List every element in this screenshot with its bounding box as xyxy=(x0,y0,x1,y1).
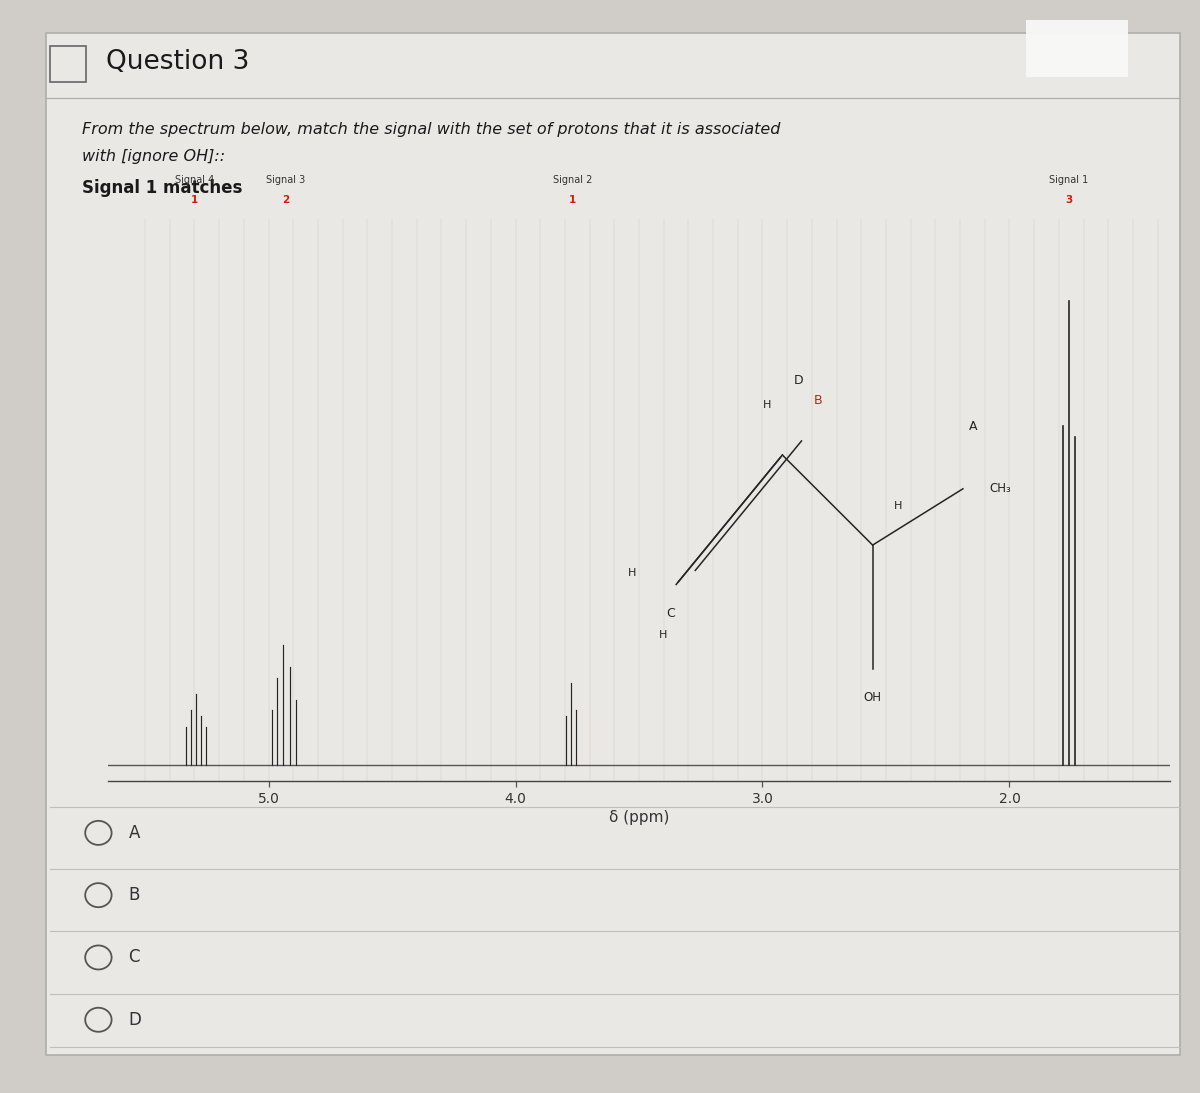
FancyBboxPatch shape xyxy=(1026,20,1128,77)
Text: H: H xyxy=(894,502,902,512)
FancyBboxPatch shape xyxy=(46,33,1180,1055)
Text: Signal 3: Signal 3 xyxy=(266,175,306,185)
Text: with [ignore OH]::: with [ignore OH]:: xyxy=(82,149,224,164)
Text: C: C xyxy=(666,607,676,620)
Text: Question 3: Question 3 xyxy=(106,49,248,75)
Text: C: C xyxy=(128,949,140,966)
Text: Signal 1 matches: Signal 1 matches xyxy=(82,179,242,197)
Text: 2: 2 xyxy=(282,195,289,205)
Text: H: H xyxy=(763,400,772,410)
Text: B: B xyxy=(815,395,823,408)
FancyBboxPatch shape xyxy=(548,188,595,213)
Text: OH: OH xyxy=(864,692,882,704)
Text: 1: 1 xyxy=(569,195,576,205)
FancyBboxPatch shape xyxy=(263,188,310,213)
Text: H: H xyxy=(628,568,636,578)
Text: 3: 3 xyxy=(1066,195,1073,205)
Text: Signal 4: Signal 4 xyxy=(175,175,214,185)
Text: A: A xyxy=(970,420,978,433)
X-axis label: δ (ppm): δ (ppm) xyxy=(608,810,670,825)
Text: CH₃: CH₃ xyxy=(990,482,1012,495)
Text: Signal 1: Signal 1 xyxy=(1049,175,1088,185)
FancyBboxPatch shape xyxy=(1045,188,1092,213)
Text: H: H xyxy=(659,630,667,639)
Text: 1: 1 xyxy=(191,195,198,205)
Text: Signal 2: Signal 2 xyxy=(553,175,592,185)
Text: B: B xyxy=(128,886,139,904)
Text: From the spectrum below, match the signal with the set of protons that it is ass: From the spectrum below, match the signa… xyxy=(82,122,780,138)
FancyBboxPatch shape xyxy=(50,46,86,82)
Text: D: D xyxy=(793,375,803,387)
Text: A: A xyxy=(128,824,139,842)
Text: D: D xyxy=(128,1011,142,1029)
FancyBboxPatch shape xyxy=(172,188,218,213)
